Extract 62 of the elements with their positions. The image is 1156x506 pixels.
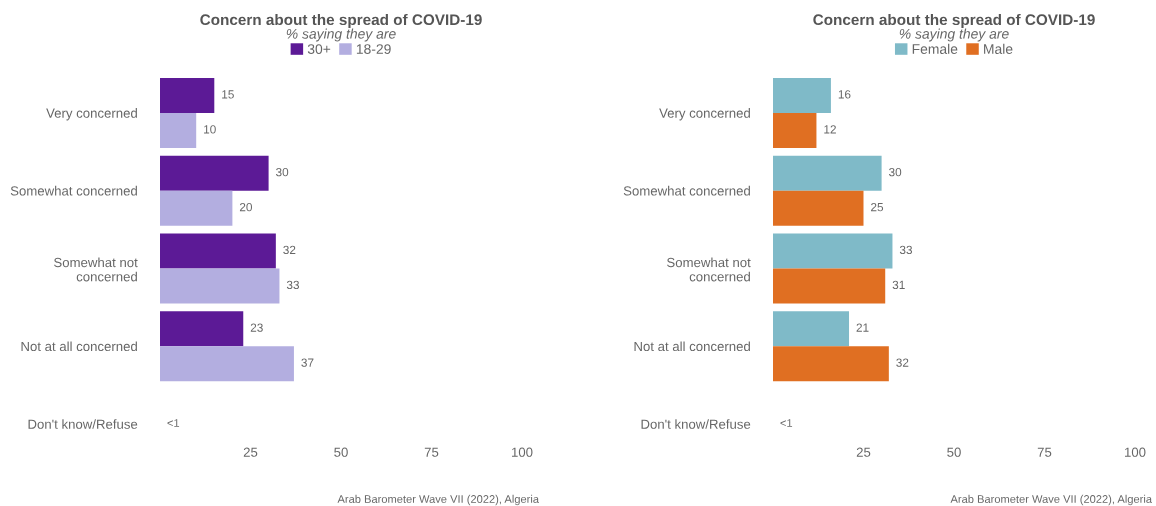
data-label: 32: [896, 358, 909, 367]
data-label: 33: [286, 280, 300, 290]
annotation: <1: [780, 419, 793, 427]
data-label: 31: [892, 280, 905, 290]
data-label: 30: [275, 167, 289, 177]
y-tick-label: Don't know/Refuse: [641, 419, 751, 429]
x-tick-label: 25: [856, 447, 871, 457]
chart-subtitle: % saying they are: [286, 28, 396, 42]
bar: [773, 77, 831, 113]
text: Arab Barometer Wave VII (2022), Algeria: [950, 494, 1153, 506]
bar: [773, 155, 882, 191]
y-tick-label: Somewhat concerned: [10, 185, 137, 196]
bar: [160, 233, 276, 269]
y-tick-label: Not at all concerned: [634, 341, 750, 352]
y-tick-label: Somewhat not concerned: [54, 257, 138, 282]
chart-subtitle: % saying they are: [899, 28, 1009, 42]
bar: [160, 112, 197, 148]
text: Arab Barometer Wave VII (2022), Algeria: [337, 494, 540, 506]
bar: [773, 346, 889, 382]
data-label: 33: [899, 245, 913, 255]
legend-label: 30+: [307, 44, 331, 54]
bar: [160, 190, 233, 226]
legend-label: 18-29: [356, 44, 391, 54]
data-label: 32: [283, 245, 296, 255]
x-tick-label: 100: [512, 447, 533, 457]
bar: [773, 268, 886, 304]
bar: [773, 112, 817, 148]
bar: [773, 233, 893, 269]
y-tick-label: Somewhat not concerned: [667, 257, 751, 282]
bar: [160, 77, 215, 113]
data-label: 20: [239, 202, 253, 212]
data-label: 10: [204, 125, 216, 134]
x-tick-label: 100: [1125, 447, 1146, 457]
chart-title: Concern about the spread of COVID-19: [813, 13, 1095, 29]
legend-label: Female: [912, 43, 958, 54]
data-label: 30: [888, 167, 902, 177]
x-tick-label: 50: [947, 447, 961, 457]
y-tick-label: Not at all concerned: [21, 341, 137, 352]
data-label: 21: [856, 323, 869, 332]
legend-label: Male: [984, 43, 1013, 54]
y-tick-label: Somewhat concerned: [623, 185, 750, 196]
x-tick-label: 75: [1037, 447, 1052, 457]
bar: [773, 311, 850, 347]
data-label: 15: [222, 90, 234, 99]
data-label: 12: [824, 125, 836, 134]
bar: [160, 155, 269, 191]
annotation: <1: [167, 419, 180, 427]
bar: [160, 268, 280, 304]
x-tick-label: 75: [424, 447, 439, 457]
data-label: 16: [838, 90, 851, 99]
bar: [773, 190, 864, 226]
data-label: 25: [871, 202, 884, 212]
x-tick-label: 25: [243, 447, 258, 457]
bar: [160, 311, 244, 347]
bar: [160, 346, 294, 382]
data-label: 37: [301, 358, 314, 367]
y-tick-label: Very concerned: [659, 108, 750, 121]
data-label: 23: [250, 323, 263, 332]
chart-title: Concern about the spread of COVID-19: [200, 13, 482, 29]
y-tick-label: Very concerned: [46, 108, 137, 121]
y-tick-label: Don't know/Refuse: [28, 419, 138, 429]
x-tick-label: 50: [334, 447, 348, 457]
